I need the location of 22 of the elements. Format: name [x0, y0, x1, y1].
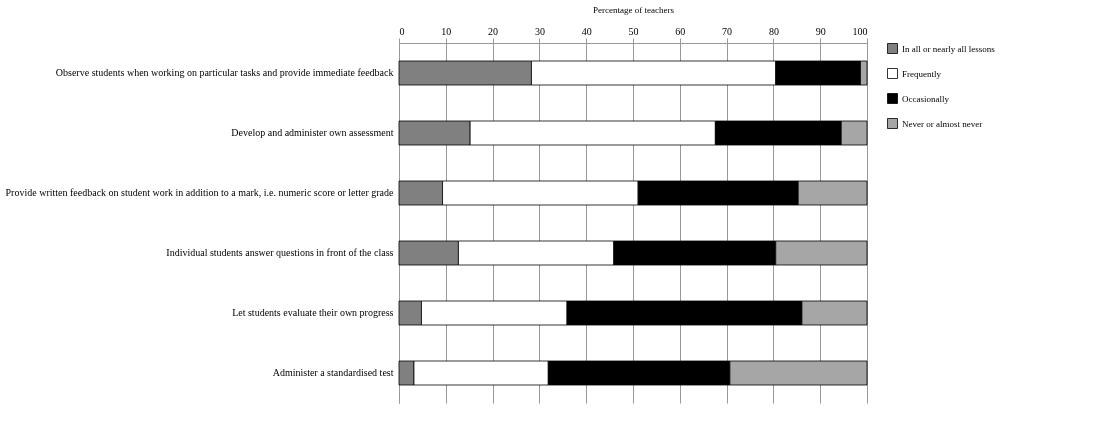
y-tick-label: Administer a standardised test: [272, 367, 394, 378]
x-tick-label: 60: [675, 25, 686, 37]
legend-label: Frequently: [902, 68, 942, 79]
legend-label: Never or almost never: [902, 118, 983, 129]
x-tick-label: 0: [399, 25, 405, 37]
x-tick-label: 30: [534, 25, 545, 37]
x-tick-label: 100: [852, 25, 868, 37]
x-axis-title: Percentage of teachers: [593, 4, 675, 15]
y-tick-label: Develop and administer own assessment: [231, 127, 394, 138]
legend-label: In all or nearly all lessons: [902, 43, 996, 54]
x-tick-label: 50: [628, 25, 639, 37]
x-tick-label: 40: [581, 25, 592, 37]
x-tick-label: 10: [441, 25, 452, 37]
y-tick-label: Observe students when working on particular tasks and provide immediate feedback: [55, 67, 394, 78]
y-tick-label: Let students evaluate their own progress: [232, 307, 394, 318]
y-tick-label: Individual students answer questions in front of the class: [166, 247, 394, 258]
x-tick-label: 70: [722, 25, 733, 37]
y-tick-label: Provide written feedback on student work in addition to a mark, i.e. numeric score or letter grade: [5, 187, 395, 198]
x-tick-label: 80: [768, 25, 779, 37]
x-tick-label: 90: [815, 25, 826, 37]
legend-label: Occasionally: [902, 93, 950, 104]
x-tick-label: 20: [488, 25, 499, 37]
